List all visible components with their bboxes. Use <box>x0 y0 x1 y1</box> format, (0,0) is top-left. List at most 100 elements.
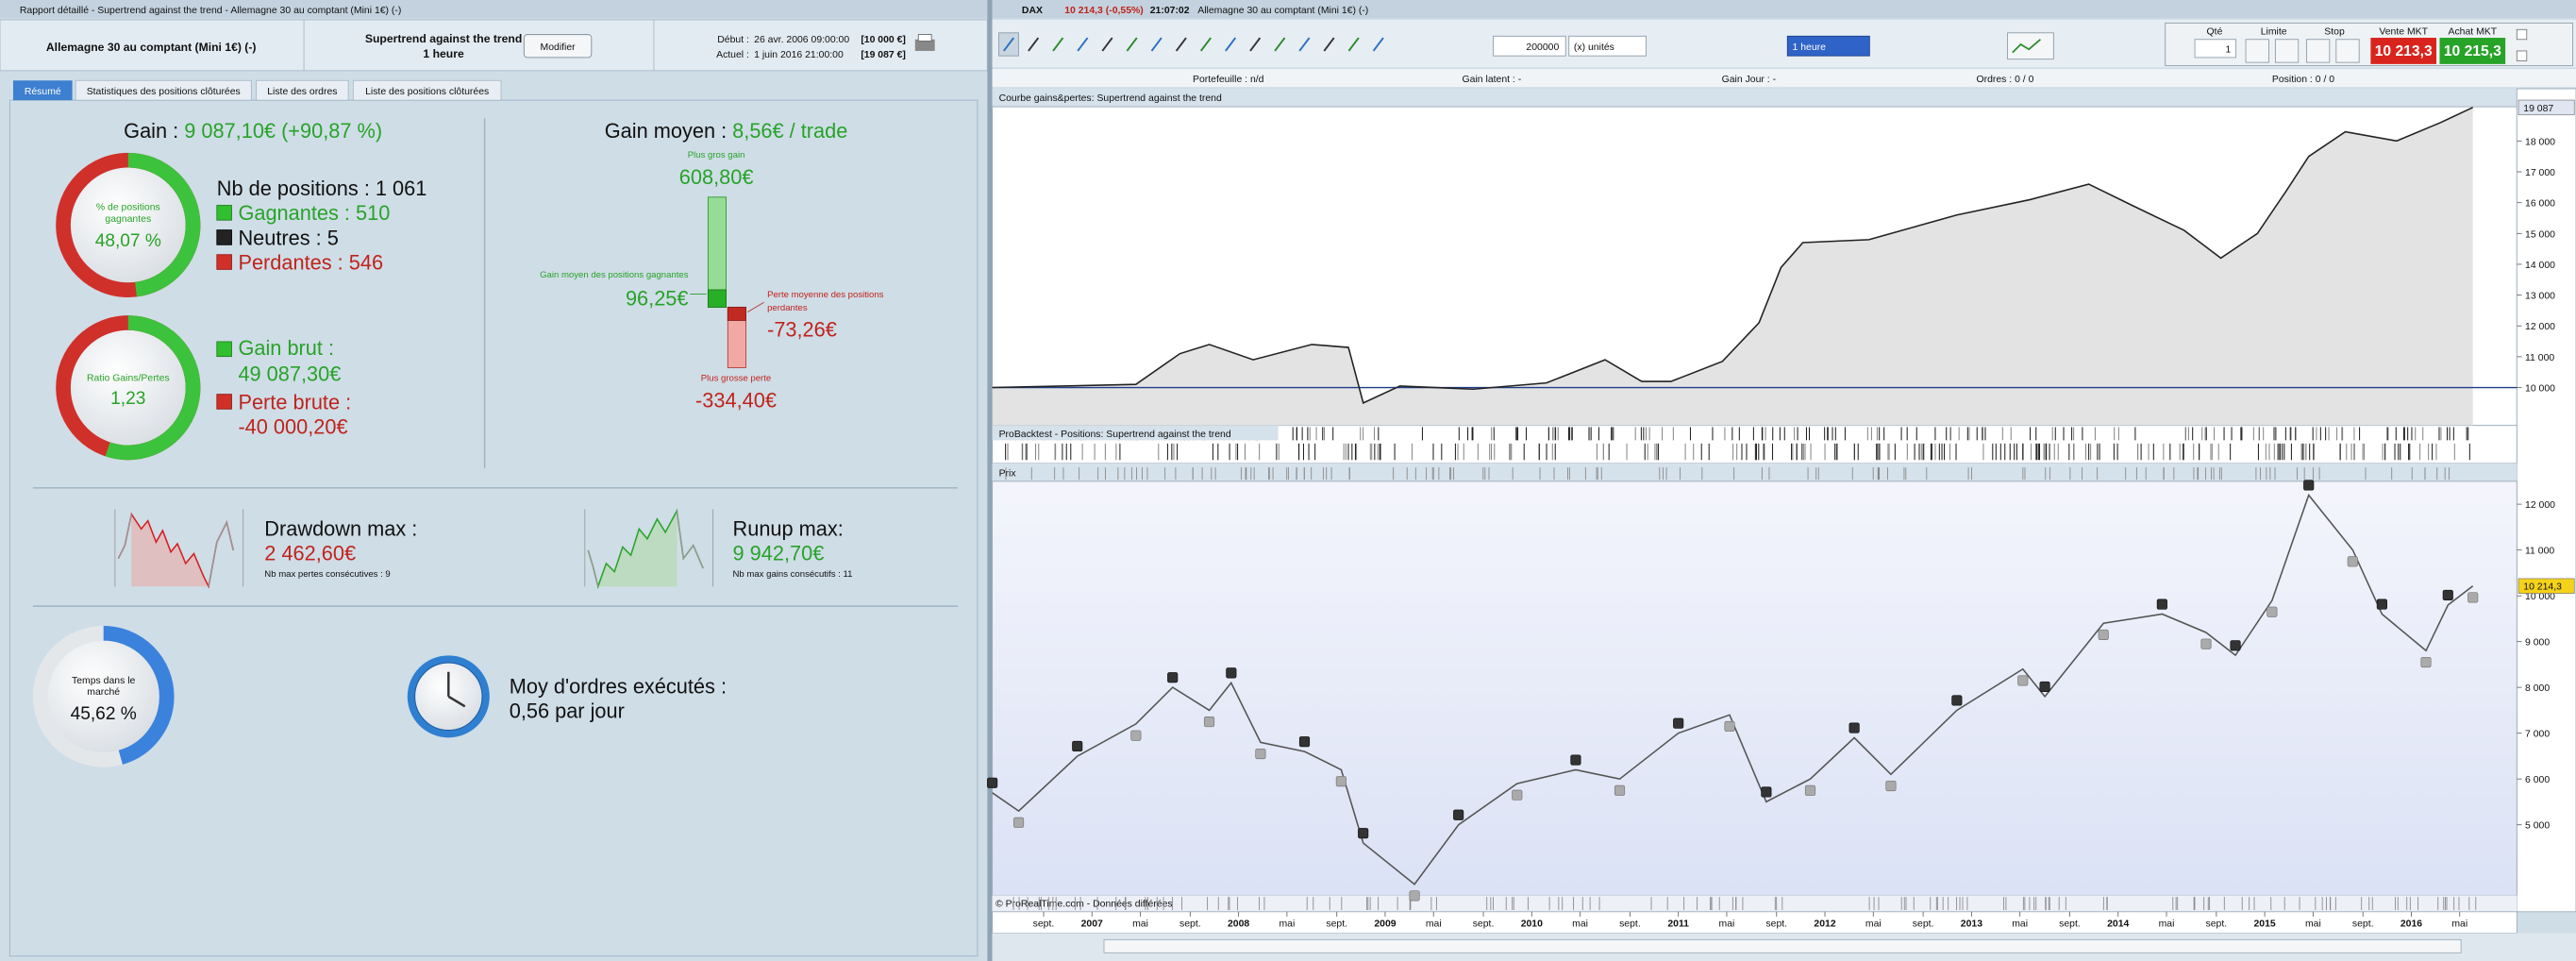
tab-label[interactable]: Statistiques des positions clôturées <box>87 87 241 97</box>
donut-arc <box>56 315 201 461</box>
qty-value[interactable]: 1 <box>2226 45 2232 56</box>
donut-caption: % de positions <box>96 203 160 213</box>
quantity-input[interactable] <box>1493 35 1566 57</box>
instrument: Allemagne 30 au comptant (Mini 1€) (-) <box>46 41 257 54</box>
scrollbar[interactable] <box>1103 938 2462 953</box>
tool-glyph <box>1077 37 1089 52</box>
price-marker <box>1512 789 1523 801</box>
timeframe[interactable]: 1 heure <box>1793 42 1827 53</box>
title-bar <box>992 0 2576 19</box>
win-percent: 48,07 % <box>95 231 161 251</box>
sell-button[interactable] <box>2370 38 2437 64</box>
price-marker <box>1167 672 1179 683</box>
last-value-box <box>2517 578 2575 594</box>
donut-arc <box>56 152 201 297</box>
timeframe: 1 heure <box>423 47 464 60</box>
qty-label: Qté <box>2207 27 2223 38</box>
x-tick-label: sept. <box>2206 919 2228 929</box>
start-label: Début : <box>717 35 749 45</box>
y-tick-label: 11 000 <box>2525 353 2554 363</box>
ratio-value: 1,23 <box>110 389 145 409</box>
splitter[interactable] <box>987 0 993 961</box>
avg-bar <box>727 306 746 321</box>
x-tick-label: mai <box>2159 919 2175 929</box>
stop-sell[interactable] <box>2335 39 2360 63</box>
price-marker <box>1255 748 1266 760</box>
y-tick-label: 7 000 <box>2525 730 2550 740</box>
tab-label[interactable]: Liste des positions clôturées <box>365 87 489 97</box>
tab-label[interactable]: Liste des ordres <box>267 87 337 97</box>
equity-area <box>992 107 2473 426</box>
tool-glyph <box>1298 37 1311 52</box>
price-marker <box>1951 695 1963 706</box>
print-icon[interactable] <box>914 34 935 51</box>
timeframe-select[interactable] <box>1786 35 1870 57</box>
chart-type-button[interactable] <box>2007 32 2054 60</box>
panel-title: ProBacktest - Positions: Supertrend agai… <box>999 430 1231 440</box>
edit-button[interactable] <box>523 34 593 59</box>
drawdown-sparkline <box>114 509 244 589</box>
tab[interactable] <box>256 79 349 101</box>
x-tick-label: 2016 <box>2400 919 2422 929</box>
positions-total: Nb de positions : 1 061 <box>217 177 427 200</box>
x-tick-label: 2011 <box>1667 919 1689 929</box>
price-marker <box>2442 589 2453 600</box>
avg-gain-label: Gain moyen : <box>605 119 732 143</box>
sell-price[interactable]: 10 213,3 <box>2375 43 2433 59</box>
last-value-box <box>2517 99 2575 116</box>
limit-sell[interactable] <box>2274 39 2300 63</box>
price-marker <box>2376 599 2387 610</box>
stop-label: Stop <box>2324 27 2345 38</box>
clock: 21:07:02 <box>1150 6 1190 16</box>
tab-label[interactable]: Résumé <box>25 87 61 97</box>
bar-caption: Gain moyen des positions gagnantes <box>540 270 689 280</box>
price-marker <box>1848 722 1860 733</box>
price-marker <box>1012 817 1025 828</box>
y-tick-label: 18 000 <box>2525 137 2555 147</box>
price-marker <box>987 777 998 788</box>
tab[interactable] <box>352 79 502 101</box>
drawdown-note: Nb max pertes consécutives : 9 <box>264 569 390 580</box>
tab[interactable] <box>12 80 73 101</box>
runup-value: 9 942,70€ <box>733 541 825 565</box>
tab[interactable] <box>75 79 252 101</box>
x-tick-label: 2009 <box>1374 919 1396 929</box>
buy-button[interactable] <box>2439 38 2506 64</box>
x-tick-label: mai <box>1572 919 1588 929</box>
window-title: Rapport détaillé - Supertrend against th… <box>20 6 401 16</box>
x-tick-label: sept. <box>1765 919 1787 929</box>
price-marker <box>2156 599 2167 610</box>
sell-label: Vente MKT <box>2379 27 2428 38</box>
runup-sparkline <box>584 508 714 589</box>
buy-price[interactable]: 10 215,3 <box>2444 43 2501 59</box>
x-tick-label: sept. <box>2352 919 2374 929</box>
limit-buy[interactable] <box>2245 39 2269 63</box>
panel-header <box>992 88 2517 108</box>
x-tick-label: mai <box>2305 919 2321 929</box>
panel-title: Prix <box>999 469 1017 480</box>
price-marker <box>1130 730 1142 741</box>
x-tick-label: 2014 <box>2107 919 2129 929</box>
neutral: Neutres : 5 <box>238 226 338 249</box>
bar-pointer <box>746 301 764 313</box>
unit-select[interactable] <box>1568 35 1647 57</box>
price-marker <box>1298 736 1311 748</box>
avg-gain-line: Gain moyen : 8,56€ / trade <box>605 119 848 143</box>
account-bar <box>992 69 2576 88</box>
stop-buy[interactable] <box>2306 39 2331 63</box>
edit-button-label[interactable]: Modifier <box>541 42 577 53</box>
quantity[interactable]: 200000 <box>1526 42 1559 53</box>
x-tick-label: mai <box>2012 919 2028 929</box>
x-tick-label: 2013 <box>1961 919 1982 929</box>
price-marker <box>1335 776 1347 787</box>
limit-label: Limite <box>2261 27 2287 38</box>
title-bar <box>0 0 988 19</box>
price-marker <box>1673 717 1684 729</box>
unit[interactable]: (x) unités <box>1574 42 1614 53</box>
donut-center <box>70 167 186 283</box>
qty-input[interactable] <box>2194 39 2237 59</box>
price-marker <box>1453 809 1464 820</box>
panel-header <box>992 463 2517 481</box>
orders-label: Moy d'ordres exécutés : <box>510 674 727 698</box>
y-tick-label: 15 000 <box>2525 229 2555 240</box>
